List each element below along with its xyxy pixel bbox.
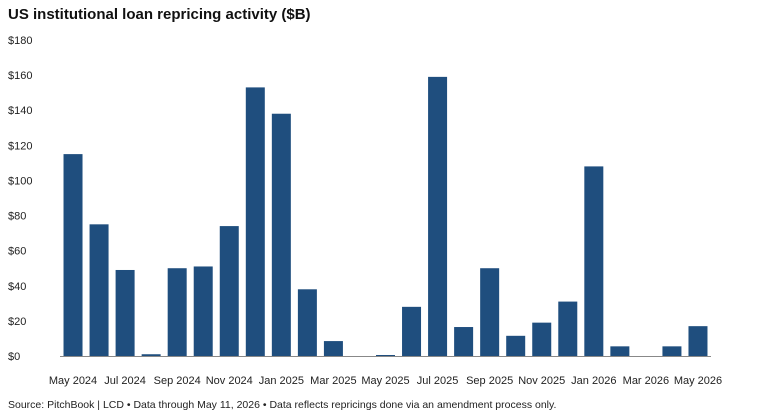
x-axis: May 2024 Jul 2024 Sep 2024 Nov 2024 Jan 2025… (49, 375, 722, 387)
y-tick-label: $140 (8, 105, 32, 117)
bar-sep-2025 (480, 268, 500, 356)
x-tick-label: Nov 2024 (206, 375, 253, 387)
y-tick-label: $120 (8, 140, 32, 152)
bar-jul-2025 (428, 76, 448, 357)
bar-nov-2024 (219, 226, 239, 356)
bar-jul-2024 (115, 269, 135, 356)
chart-title: US institutional loan repricing activity… (8, 6, 311, 23)
bar-sep-2024 (167, 268, 187, 356)
bar-feb-2026 (610, 346, 630, 356)
x-tick-label: Nov 2025 (518, 375, 565, 387)
bar-dec-2025 (558, 301, 578, 356)
x-tick-label: May 2024 (49, 375, 97, 387)
y-tick-label: $0 (8, 351, 20, 363)
bar-feb-2025 (297, 289, 317, 356)
bar-jan-2025 (271, 113, 291, 356)
x-tick-label: Jul 2025 (417, 375, 459, 387)
x-tick-label: Sep 2025 (466, 375, 513, 387)
x-tick-label: Jan 2025 (259, 375, 304, 387)
source-note: Source: PitchBook | LCD • Data through M… (8, 399, 557, 411)
x-tick-label: Jul 2024 (104, 375, 146, 387)
bar-oct-2025 (506, 335, 526, 356)
bar-may-2024 (63, 154, 83, 356)
bar-mar-2025 (323, 341, 343, 356)
bar-may-2025 (376, 355, 395, 356)
y-axis: $0 $20 $40 $60 $80 $100 $120 $140 $160 $180 (8, 35, 32, 363)
y-tick-label: $180 (8, 35, 32, 47)
bar-nov-2025 (532, 322, 552, 356)
bar-apr-2026 (662, 346, 682, 356)
x-tick-label: Jan 2026 (571, 375, 616, 387)
y-tick-label: $60 (8, 246, 26, 258)
y-tick-label: $160 (8, 70, 32, 82)
bars-group (63, 76, 708, 357)
bar-oct-2024 (193, 266, 213, 356)
y-tick-label: $80 (8, 211, 26, 223)
y-tick-label: $100 (8, 175, 32, 187)
x-tick-label: Mar 2026 (623, 375, 669, 387)
x-tick-label: Mar 2025 (310, 375, 356, 387)
bar-jun-2025 (402, 306, 422, 356)
x-tick-label: Sep 2024 (154, 375, 201, 387)
bar-dec-2024 (245, 87, 265, 357)
y-tick-label: $40 (8, 281, 26, 293)
bar-jun-2024 (89, 224, 109, 356)
y-tick-label: $20 (8, 316, 26, 328)
x-tick-label: May 2026 (674, 375, 722, 387)
bar-may-2026 (688, 326, 708, 356)
x-tick-label: May 2025 (361, 375, 409, 387)
bar-aug-2024 (141, 354, 161, 356)
bar-aug-2025 (454, 327, 474, 356)
bar-jan-2026 (584, 166, 604, 356)
